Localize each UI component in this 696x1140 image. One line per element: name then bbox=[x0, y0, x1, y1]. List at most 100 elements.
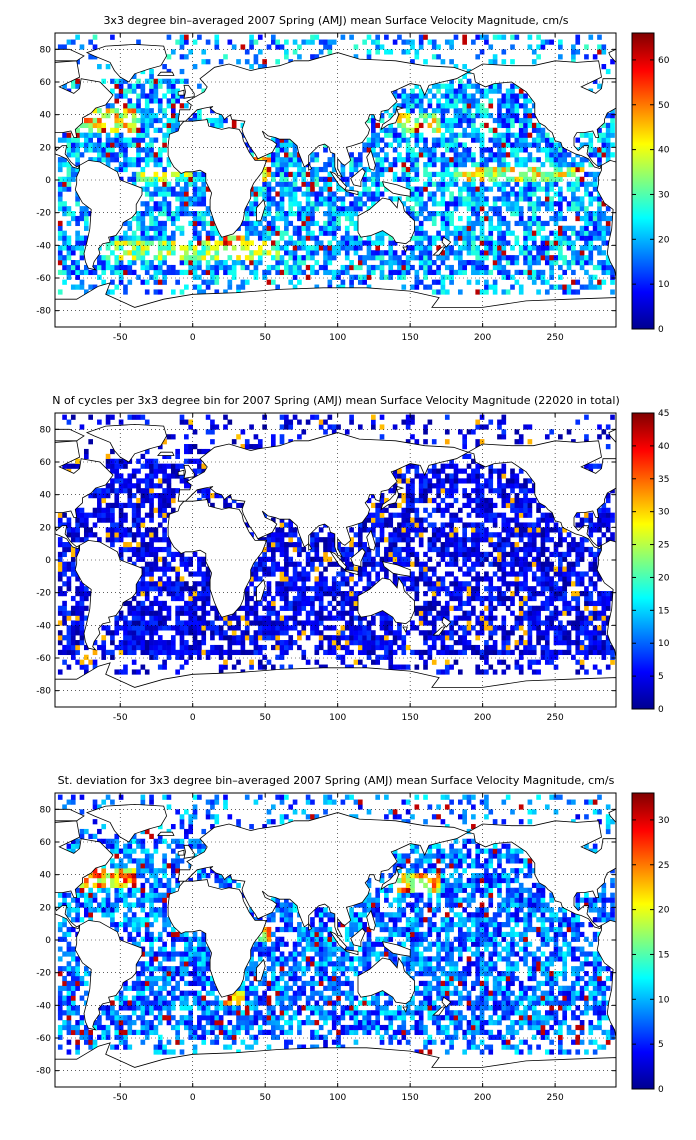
bin-cell bbox=[105, 463, 111, 469]
bin-cell bbox=[431, 566, 437, 572]
bin-cell bbox=[453, 122, 459, 129]
bin-cell bbox=[466, 493, 472, 499]
bin-cell bbox=[136, 502, 141, 509]
bin-cell bbox=[344, 215, 350, 222]
bin-cell bbox=[527, 186, 533, 192]
bin-cell bbox=[318, 640, 324, 646]
bin-cell bbox=[601, 264, 607, 271]
bin-cell bbox=[436, 103, 441, 109]
bin-cell bbox=[179, 649, 185, 656]
bin-cell bbox=[270, 245, 276, 251]
bin-cell bbox=[410, 576, 415, 582]
bin-cell bbox=[497, 117, 502, 124]
bin-cell bbox=[153, 162, 159, 168]
bin-cell bbox=[544, 289, 550, 295]
bin-cell bbox=[136, 483, 141, 489]
bin-cell bbox=[418, 478, 424, 484]
bin-cell bbox=[340, 206, 346, 212]
bin-cell bbox=[210, 620, 215, 626]
bin-cell bbox=[462, 635, 467, 641]
landmass bbox=[329, 170, 347, 191]
bin-cell bbox=[279, 171, 285, 178]
bin-cell bbox=[418, 610, 424, 616]
bin-cell bbox=[371, 137, 376, 143]
bin-cell bbox=[562, 269, 568, 276]
bin-cell bbox=[270, 595, 276, 602]
bin-cell bbox=[484, 108, 489, 114]
bin-cell bbox=[544, 132, 550, 138]
bin-cell bbox=[440, 93, 446, 99]
bin-cell bbox=[284, 181, 289, 187]
bin-cell bbox=[444, 127, 450, 133]
bin-cell bbox=[266, 269, 272, 276]
bin-cell bbox=[79, 635, 85, 641]
bin-cell bbox=[492, 201, 498, 207]
bin-cell bbox=[153, 493, 159, 499]
bin-cell bbox=[375, 659, 381, 665]
bin-cell bbox=[340, 576, 346, 582]
bin-cell bbox=[592, 220, 598, 227]
bin-cell bbox=[140, 615, 146, 621]
bin-cell bbox=[418, 532, 424, 538]
bin-cell bbox=[310, 586, 315, 592]
bin-cell bbox=[392, 39, 398, 45]
bin-cell bbox=[440, 250, 446, 256]
bin-cell bbox=[449, 230, 454, 236]
bin-cell bbox=[70, 171, 76, 178]
bin-cell bbox=[240, 132, 246, 138]
bin-cell bbox=[166, 566, 172, 572]
bin-cell bbox=[444, 137, 450, 143]
bin-cell bbox=[388, 196, 394, 202]
bin-cell bbox=[140, 630, 146, 636]
bin-cell bbox=[62, 561, 67, 567]
bin-cell bbox=[305, 576, 311, 582]
bin-cell bbox=[218, 635, 224, 641]
bin-cell bbox=[375, 39, 381, 45]
bin-cell bbox=[201, 59, 207, 65]
bin-cell bbox=[331, 581, 337, 587]
bin-cell bbox=[153, 532, 159, 538]
bin-cell bbox=[462, 88, 467, 94]
bin-cell bbox=[275, 260, 280, 266]
bin-cell bbox=[462, 444, 467, 450]
bin-cell bbox=[479, 34, 485, 40]
bin-cell bbox=[575, 279, 581, 285]
bin-cell bbox=[314, 171, 320, 178]
bin-cell bbox=[114, 98, 120, 104]
bin-cell bbox=[257, 230, 263, 236]
bin-cell bbox=[140, 260, 146, 266]
bin-cell bbox=[366, 571, 372, 577]
bin-cell bbox=[270, 537, 276, 543]
bin-cell bbox=[66, 152, 72, 158]
bin-cell bbox=[223, 264, 228, 271]
bin-cell bbox=[310, 235, 315, 241]
bin-cell bbox=[162, 556, 167, 562]
bin-cell bbox=[57, 235, 63, 241]
bin-cell bbox=[223, 649, 228, 656]
bin-cell bbox=[418, 250, 424, 256]
bin-cell bbox=[149, 191, 154, 197]
bin-cell bbox=[157, 586, 163, 592]
bin-cell bbox=[488, 171, 494, 178]
bin-cell bbox=[510, 176, 515, 182]
bin-cell bbox=[75, 463, 80, 469]
bin-cell bbox=[484, 157, 489, 163]
bin-cell bbox=[244, 211, 250, 217]
bin-cell bbox=[153, 620, 159, 626]
bin-cell bbox=[597, 49, 602, 55]
bin-cell bbox=[401, 201, 407, 207]
bin-cell bbox=[384, 551, 389, 558]
bin-cell bbox=[305, 211, 311, 217]
bin-cell bbox=[305, 586, 311, 592]
bin-cell bbox=[384, 649, 389, 656]
bin-cell bbox=[549, 152, 554, 158]
bin-cell bbox=[397, 468, 402, 474]
bin-cell bbox=[184, 211, 189, 217]
bin-cell bbox=[566, 289, 572, 295]
bin-cell bbox=[366, 117, 372, 124]
bin-cell bbox=[440, 274, 446, 280]
bin-cell bbox=[227, 255, 233, 261]
bin-cell bbox=[410, 620, 415, 626]
bin-cell bbox=[518, 137, 524, 143]
bin-cell bbox=[562, 255, 568, 261]
